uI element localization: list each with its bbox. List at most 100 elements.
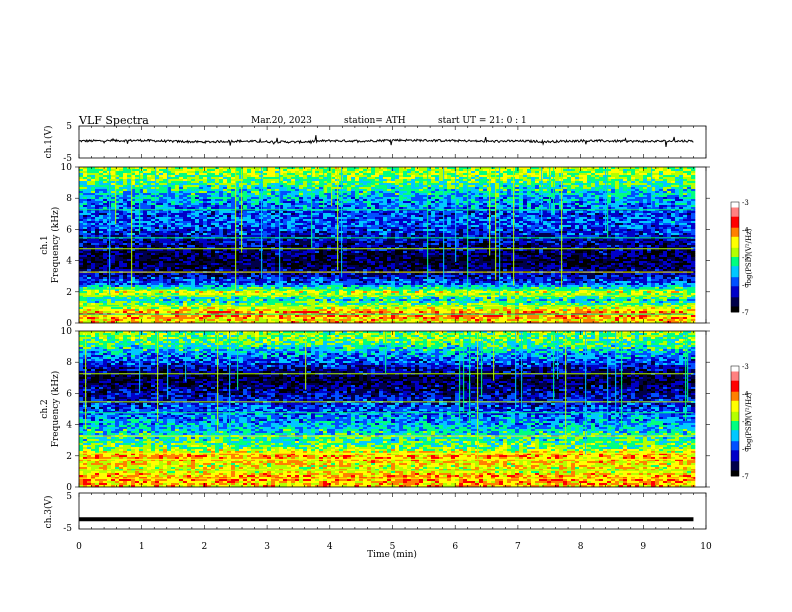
spectrogram-cell xyxy=(275,199,280,202)
spectrogram-cell xyxy=(91,181,96,184)
spectrogram-cell xyxy=(95,227,100,230)
spectrogram-cell xyxy=(187,193,192,196)
spectrogram-cell xyxy=(179,195,184,198)
spectrogram-cell xyxy=(499,223,504,226)
spectrogram-cell xyxy=(691,171,696,174)
spectrogram-cell xyxy=(179,199,184,202)
spectrogram-cell xyxy=(591,219,596,222)
spectrogram-cell xyxy=(471,229,476,232)
spectrogram-cell xyxy=(595,197,600,200)
spectrogram-cell xyxy=(411,207,416,210)
spectrogram-cell xyxy=(151,213,156,216)
spectrogram-cell xyxy=(363,219,368,222)
spectrogram-cell xyxy=(567,173,572,176)
spectrogram-cell xyxy=(407,205,412,208)
spectrogram-cell xyxy=(275,185,280,188)
spectrogram-cell xyxy=(619,205,624,208)
spectrogram-cell xyxy=(483,211,488,214)
spectrogram-cell xyxy=(79,219,84,222)
spectrogram-cell xyxy=(515,191,520,194)
spectrogram-cell xyxy=(115,229,120,232)
spectrogram-cell xyxy=(319,215,324,218)
spectrogram-cell xyxy=(271,183,276,186)
spectrogram-cell xyxy=(151,187,156,190)
spectrogram-cell xyxy=(183,205,188,208)
spectrogram-cell xyxy=(359,185,364,188)
spectrogram-cell xyxy=(519,227,524,230)
spectrogram-cell xyxy=(423,177,428,180)
spectrogram-cell xyxy=(135,169,140,172)
spectrogram-cell xyxy=(527,199,532,202)
spectrogram-cell xyxy=(555,169,560,172)
spectrogram-cell xyxy=(255,181,260,184)
spectrogram-cell xyxy=(479,185,484,188)
spectrogram-cell xyxy=(227,203,232,206)
spectrogram-cell xyxy=(431,229,436,232)
spectrogram-cell xyxy=(271,217,276,220)
spectrogram-cell xyxy=(635,179,640,182)
spectrogram-cell xyxy=(115,221,120,224)
spectrogram-cell xyxy=(387,181,392,184)
spectrogram-cell xyxy=(199,199,204,202)
spectrogram-cell xyxy=(471,185,476,188)
spectrogram-cell xyxy=(127,189,132,192)
spectrogram-cell xyxy=(431,213,436,216)
spectrogram-cell xyxy=(423,201,428,204)
spectrogram-cell xyxy=(411,193,416,196)
spectrogram-cell xyxy=(567,179,572,182)
spectrogram-cell xyxy=(299,175,304,178)
spectrogram-cell xyxy=(563,207,568,210)
spectrogram-cell xyxy=(99,185,104,188)
spectrogram-cell xyxy=(507,203,512,206)
spectrogram-cell xyxy=(187,217,192,220)
spectrogram-cell xyxy=(87,205,92,208)
spectrogram-cell xyxy=(555,225,560,228)
spectrogram-cell xyxy=(427,185,432,188)
spectrogram-cell xyxy=(255,205,260,208)
spectrogram-cell xyxy=(579,221,584,224)
spectrogram-cell xyxy=(423,229,428,232)
spectrogram-cell xyxy=(535,205,540,208)
spectrogram-cell xyxy=(183,213,188,216)
spectrogram-cell xyxy=(587,175,592,178)
spectrogram-cell xyxy=(679,217,684,220)
spectrogram-cell xyxy=(147,195,152,198)
spectrogram-cell xyxy=(171,167,176,170)
spectrogram-cell xyxy=(507,205,512,208)
spectrogram-cell xyxy=(375,183,380,186)
spectrogram-cell xyxy=(399,205,404,208)
spectrogram-cell xyxy=(207,227,212,230)
spectrogram-cell xyxy=(675,197,680,200)
spectrogram-cell xyxy=(263,171,268,174)
spectrogram-cell xyxy=(95,187,100,190)
spectrogram-cell xyxy=(199,197,204,200)
spectrogram-cell xyxy=(211,197,216,200)
spectrogram-cell xyxy=(663,167,668,170)
spectrogram-cell xyxy=(483,227,488,230)
spectrogram-cell xyxy=(439,217,444,220)
spectrogram-cell xyxy=(471,193,476,196)
spectrogram-cell xyxy=(475,193,480,196)
spectrogram-cell xyxy=(307,187,312,190)
spectrogram-cell xyxy=(543,169,548,172)
spectrogram-cell xyxy=(519,207,524,210)
spectrogram-cell xyxy=(139,191,144,194)
spectrogram-cell xyxy=(295,211,300,214)
spectrogram-cell xyxy=(267,223,272,226)
spectrogram-cell xyxy=(667,205,672,208)
spectrogram-cell xyxy=(571,173,576,176)
spectrogram-cell xyxy=(627,199,632,202)
spectrogram-cell xyxy=(155,181,160,184)
spectrogram-cell xyxy=(463,191,468,194)
spectrogram-cell xyxy=(139,179,144,182)
spectrogram-cell xyxy=(451,203,456,206)
spectrogram-cell xyxy=(111,185,116,188)
spectrogram-cell xyxy=(151,171,156,174)
spectrogram-cell xyxy=(599,169,604,172)
spectrogram-cell xyxy=(479,229,484,232)
spectrogram-cell xyxy=(571,183,576,186)
spectrogram-cell xyxy=(567,223,572,226)
spectrogram-cell xyxy=(467,223,472,226)
spectrogram-cell xyxy=(507,229,512,232)
spectrogram-cell xyxy=(643,227,648,230)
